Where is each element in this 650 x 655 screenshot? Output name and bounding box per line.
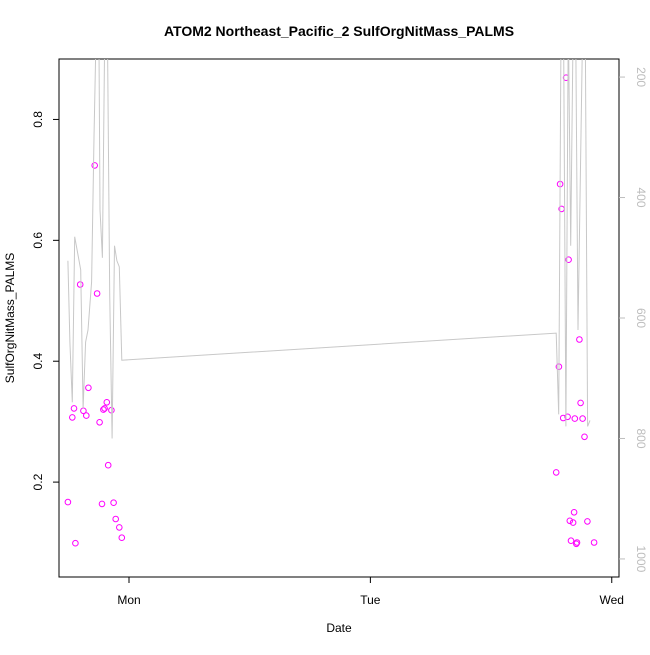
data-point xyxy=(69,414,76,421)
data-point xyxy=(565,256,572,264)
data-point xyxy=(581,433,588,441)
y-tick-label: 0.8 xyxy=(31,111,45,128)
data-point xyxy=(576,336,583,343)
y-tick-label: 0.6 xyxy=(31,232,45,249)
secondary-y-axis: 200 400 600 800 1000 xyxy=(619,67,648,573)
data-point xyxy=(76,281,84,288)
data-point xyxy=(101,405,108,412)
altitude-line xyxy=(67,59,591,439)
x-tick-label: Wed xyxy=(600,593,624,607)
data-point xyxy=(566,517,574,525)
data-point xyxy=(104,461,112,469)
data-point xyxy=(564,413,571,421)
data-point xyxy=(100,406,107,413)
x-axis-label: Date xyxy=(326,621,352,635)
data-point xyxy=(70,405,78,412)
x-tick-label: Mon xyxy=(117,593,140,607)
x-axis: Mon Tue Wed xyxy=(117,577,624,607)
y-axis-label: SulfOrgNitMass_PALMS xyxy=(3,253,17,383)
data-point xyxy=(110,499,117,507)
y-axis: 0.2 0.4 0.6 0.8 xyxy=(31,111,59,490)
data-point xyxy=(64,498,72,506)
data-point xyxy=(85,384,92,392)
data-point xyxy=(584,518,591,525)
data-point xyxy=(96,419,103,426)
data-point xyxy=(118,534,126,542)
data-point xyxy=(579,415,586,422)
data-point xyxy=(98,500,106,508)
data-point xyxy=(112,515,119,523)
y2-tick-label: 200 xyxy=(634,67,648,87)
data-points xyxy=(64,74,598,548)
data-point xyxy=(83,412,90,419)
y2-tick-label: 400 xyxy=(634,187,648,207)
data-point xyxy=(72,539,79,547)
y2-tick-label: 600 xyxy=(634,308,648,328)
x-tick-label: Tue xyxy=(360,593,381,607)
data-point xyxy=(571,415,579,422)
data-point xyxy=(569,519,577,526)
data-point xyxy=(552,469,560,476)
data-point xyxy=(567,537,575,545)
data-point xyxy=(116,524,123,531)
y2-tick-label: 800 xyxy=(634,428,648,448)
chart-title: ATOM2 Northeast_Pacific_2 SulfOrgNitMass… xyxy=(164,23,514,39)
data-point xyxy=(570,509,578,516)
data-point xyxy=(93,290,101,297)
y-tick-label: 0.4 xyxy=(31,353,45,370)
y-tick-label: 0.2 xyxy=(31,473,45,490)
y2-tick-label: 1000 xyxy=(634,546,648,573)
plot-frame xyxy=(58,58,620,578)
data-point xyxy=(577,399,584,407)
data-point xyxy=(91,162,98,169)
data-point xyxy=(590,539,598,546)
data-point xyxy=(573,539,581,546)
data-point xyxy=(103,399,111,406)
altitude-line-path xyxy=(67,59,591,439)
